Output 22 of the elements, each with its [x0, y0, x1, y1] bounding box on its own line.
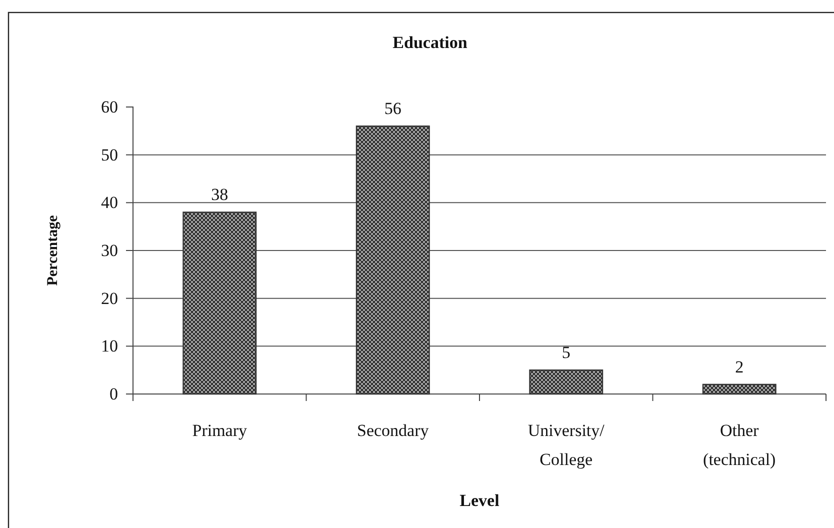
- x-tick-label: Other (technical): [703, 421, 776, 469]
- y-tick-label: 50: [101, 145, 118, 164]
- y-tick-label: 0: [110, 384, 118, 404]
- x-tick-label: Secondary: [356, 421, 430, 440]
- y-tick-label: 30: [101, 240, 118, 260]
- bar: [182, 212, 257, 395]
- x-tick-label: Primary: [192, 421, 248, 440]
- data-label: 2: [735, 357, 744, 376]
- bar: [356, 126, 430, 395]
- chart-title: Education: [392, 33, 468, 52]
- data-label: 5: [562, 343, 570, 362]
- y-tick-label: 10: [101, 336, 118, 356]
- data-label: 56: [384, 99, 402, 118]
- bar: [529, 369, 604, 395]
- x-tick-label: University/ College: [528, 421, 605, 469]
- y-tick-label: 60: [101, 97, 118, 116]
- bar: [702, 384, 776, 395]
- y-tick-label: 20: [101, 288, 118, 308]
- y-axis-title: Percentage: [45, 214, 61, 286]
- data-label: 38: [211, 185, 228, 204]
- y-tick-label: 40: [101, 193, 118, 212]
- x-axis-title: Level: [460, 491, 500, 510]
